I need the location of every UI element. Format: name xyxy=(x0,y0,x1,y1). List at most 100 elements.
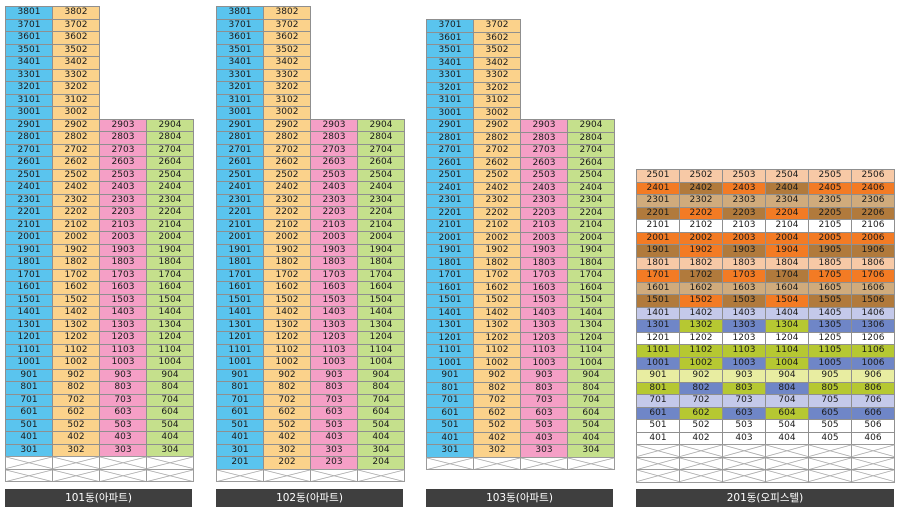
unit-cell: 505 xyxy=(808,419,852,433)
unit-cell: 1304 xyxy=(765,319,809,333)
unit-cell: 1501 xyxy=(426,294,474,308)
unit-cell: 1201 xyxy=(5,331,53,345)
unit-cell: 2001 xyxy=(5,231,53,245)
unit-cell: 1102 xyxy=(52,343,100,357)
unit-cell: 2102 xyxy=(473,219,521,233)
unit-cell: 3701 xyxy=(216,18,264,32)
unit-cell: 1602 xyxy=(473,281,521,295)
unit-cell: 701 xyxy=(5,393,53,407)
unit-cell: 2701 xyxy=(426,144,474,158)
unit-cell: 901 xyxy=(636,369,680,383)
unit-cell: 1703 xyxy=(722,269,766,283)
pilotis-cell xyxy=(52,456,100,470)
unit-cell: 1004 xyxy=(567,356,615,370)
unit-cell: 1002 xyxy=(52,356,100,370)
unit-cell: 1304 xyxy=(567,319,615,333)
unit-cell: 2501 xyxy=(426,169,474,183)
unit-cell: 1201 xyxy=(636,331,680,345)
pilotis-cell xyxy=(722,456,766,470)
unit-cell: 2401 xyxy=(636,181,680,195)
unit-cell: 2702 xyxy=(473,144,521,158)
pilotis-cell xyxy=(5,468,53,482)
pilotis-cell xyxy=(808,469,852,483)
unit-cell: 1204 xyxy=(146,331,194,345)
unit-cell: 2501 xyxy=(216,168,264,182)
unit-cell: 3602 xyxy=(52,31,100,45)
unit-cell: 2201 xyxy=(216,206,264,220)
unit-cell: 2603 xyxy=(310,156,358,170)
unit-cell: 802 xyxy=(473,381,521,395)
unit-cell: 1503 xyxy=(520,294,568,308)
unit-cell: 904 xyxy=(357,368,405,382)
pilotis-cell xyxy=(146,468,194,482)
unit-cell: 3101 xyxy=(5,93,53,107)
unit-cell: 1903 xyxy=(722,244,766,258)
unit-cell: 401 xyxy=(426,431,474,445)
unit-cell: 2604 xyxy=(146,156,194,170)
unit-cell: 1801 xyxy=(5,256,53,270)
unit-cell: 1005 xyxy=(808,356,852,370)
unit-cell: 1001 xyxy=(426,356,474,370)
unit-cell: 1703 xyxy=(99,268,147,282)
unit-cell: 2301 xyxy=(636,194,680,208)
unit-cell: 2603 xyxy=(99,156,147,170)
unit-cell: 1401 xyxy=(216,306,264,320)
unit-cell: 703 xyxy=(520,394,568,408)
unit-cell: 1601 xyxy=(426,281,474,295)
unit-cell: 2403 xyxy=(520,181,568,195)
unit-cell: 2303 xyxy=(99,193,147,207)
unit-cell: 706 xyxy=(851,394,895,408)
unit-cell: 1401 xyxy=(636,306,680,320)
unit-cell: 904 xyxy=(146,368,194,382)
unit-cell: 1904 xyxy=(567,244,615,258)
unit-cell: 602 xyxy=(473,406,521,420)
unit-cell: 1004 xyxy=(146,356,194,370)
unit-cell: 301 xyxy=(5,443,53,457)
unit-cell: 2206 xyxy=(851,206,895,220)
unit-cell: 902 xyxy=(52,368,100,382)
unit-cell: 2505 xyxy=(808,169,852,183)
unit-cell: 1206 xyxy=(851,331,895,345)
unit-cell: 2001 xyxy=(636,231,680,245)
unit-cell: 2904 xyxy=(357,118,405,132)
unit-cell: 2502 xyxy=(263,168,311,182)
unit-cell: 501 xyxy=(636,419,680,433)
unit-cell: 2903 xyxy=(99,118,147,132)
unit-cell: 2205 xyxy=(808,206,852,220)
unit-cell: 1602 xyxy=(52,281,100,295)
unit-cell: 1003 xyxy=(99,356,147,370)
unit-cell: 1604 xyxy=(357,281,405,295)
unit-cell: 502 xyxy=(263,418,311,432)
unit-cell: 2401 xyxy=(5,181,53,195)
unit-cell: 2404 xyxy=(567,181,615,195)
unit-cell: 503 xyxy=(520,419,568,433)
unit-cell: 2202 xyxy=(679,206,723,220)
unit-cell: 1404 xyxy=(567,306,615,320)
unit-cell: 1702 xyxy=(679,269,723,283)
unit-cell: 1902 xyxy=(679,244,723,258)
unit-cell: 3002 xyxy=(52,106,100,120)
unit-cell: 1302 xyxy=(52,318,100,332)
unit-cell: 1905 xyxy=(808,244,852,258)
unit-cell: 204 xyxy=(357,456,405,470)
unit-cell: 2704 xyxy=(357,143,405,157)
unit-cell: 2501 xyxy=(636,169,680,183)
unit-cell: 2204 xyxy=(146,206,194,220)
unit-cell: 1603 xyxy=(310,281,358,295)
unit-cell: 1501 xyxy=(216,293,264,307)
unit-cell: 1102 xyxy=(473,344,521,358)
unit-cell: 1802 xyxy=(263,256,311,270)
unit-cell: 1703 xyxy=(310,268,358,282)
unit-cell: 2203 xyxy=(722,206,766,220)
unit-cell: 1506 xyxy=(851,294,895,308)
unit-cell: 2601 xyxy=(5,156,53,170)
unit-cell: 603 xyxy=(520,406,568,420)
unit-cell: 1902 xyxy=(473,244,521,258)
unit-cell: 2801 xyxy=(5,131,53,145)
unit-cell: 2804 xyxy=(357,131,405,145)
unit-cell: 402 xyxy=(473,431,521,445)
unit-cell: 604 xyxy=(567,406,615,420)
unit-cell: 1704 xyxy=(357,268,405,282)
unit-cell: 2202 xyxy=(473,206,521,220)
unit-cell: 1003 xyxy=(310,356,358,370)
